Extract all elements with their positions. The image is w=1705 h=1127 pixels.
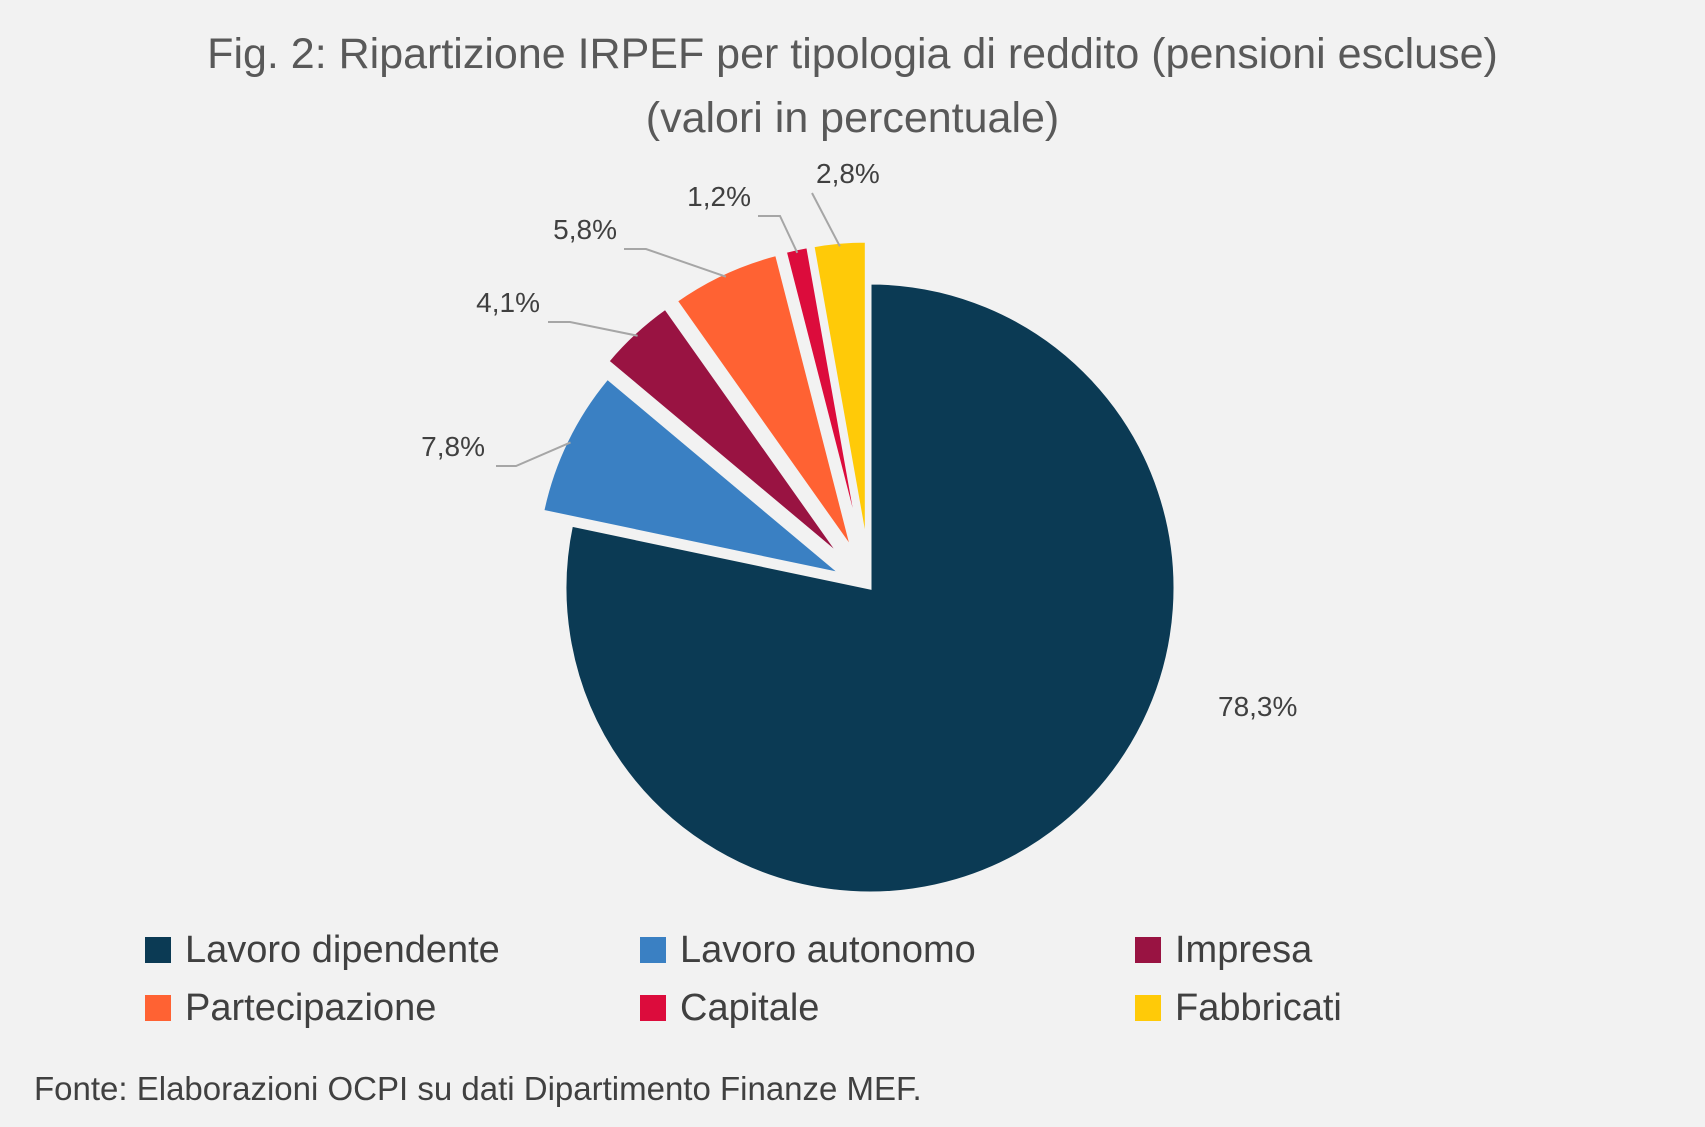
legend-swatch bbox=[640, 937, 666, 963]
leader-line bbox=[496, 441, 571, 467]
pie-slice-lavoro-autonomo bbox=[540, 376, 843, 576]
legend-item-fabbricati: Fabbricati bbox=[1135, 986, 1395, 1030]
legend-label: Lavoro autonomo bbox=[680, 928, 976, 971]
legend-item-partecipazione: Partecipazione bbox=[145, 986, 640, 1030]
data-label-partecipazione: 5,8% bbox=[553, 214, 617, 245]
legend-label: Capitale bbox=[680, 986, 820, 1029]
legend-swatch bbox=[1135, 937, 1161, 963]
leader-line bbox=[758, 215, 799, 254]
legend-label: Fabbricati bbox=[1175, 986, 1342, 1029]
chart-title: Fig. 2: Ripartizione IRPEF per tipologia… bbox=[0, 22, 1705, 150]
legend-item-lavoro-dipendente: Lavoro dipendente bbox=[145, 928, 640, 972]
legend-item-lavoro-autonomo: Lavoro autonomo bbox=[640, 928, 1135, 972]
pie-slice-impresa bbox=[605, 306, 843, 559]
legend: Lavoro dipendente Lavoro autonomo Impres… bbox=[145, 928, 1395, 1030]
legend-label: Partecipazione bbox=[185, 986, 437, 1029]
title-line-2: (valori in percentuale) bbox=[645, 94, 1060, 142]
data-label-fabbricati: 2,8% bbox=[816, 158, 880, 189]
pie-slices bbox=[540, 239, 1177, 895]
data-label-impresa: 4,1% bbox=[476, 287, 540, 318]
pie-slice-partecipazione bbox=[674, 252, 854, 551]
leader-line bbox=[548, 321, 638, 337]
leader-line bbox=[811, 192, 841, 247]
legend-label: Impresa bbox=[1175, 928, 1313, 971]
data-labels: 78,3% 7,8% 4,1% 5,8% 1,2% 2,8% bbox=[421, 158, 1297, 722]
leader-lines bbox=[496, 192, 841, 467]
title-line-1: Fig. 2: Ripartizione IRPEF per tipologia… bbox=[207, 30, 1498, 78]
legend-label: Lavoro dipendente bbox=[185, 928, 500, 971]
data-label-lavoro-dipendente: 78,3% bbox=[1218, 691, 1297, 722]
legend-item-impresa: Impresa bbox=[1135, 928, 1395, 972]
data-label-capitale: 1,2% bbox=[687, 181, 751, 212]
legend-item-capitale: Capitale bbox=[640, 986, 1135, 1030]
legend-swatch bbox=[1135, 995, 1161, 1021]
legend-swatch bbox=[145, 937, 171, 963]
pie-slice-lavoro-dipendente bbox=[563, 281, 1177, 895]
data-label-lavoro-autonomo: 7,8% bbox=[421, 431, 485, 462]
legend-swatch bbox=[145, 995, 171, 1021]
legend-swatch bbox=[640, 995, 666, 1021]
source-note: Fonte: Elaborazioni OCPI su dati Diparti… bbox=[34, 1070, 922, 1107]
pie-slice-fabbricati bbox=[811, 239, 868, 547]
leader-line bbox=[624, 248, 727, 278]
